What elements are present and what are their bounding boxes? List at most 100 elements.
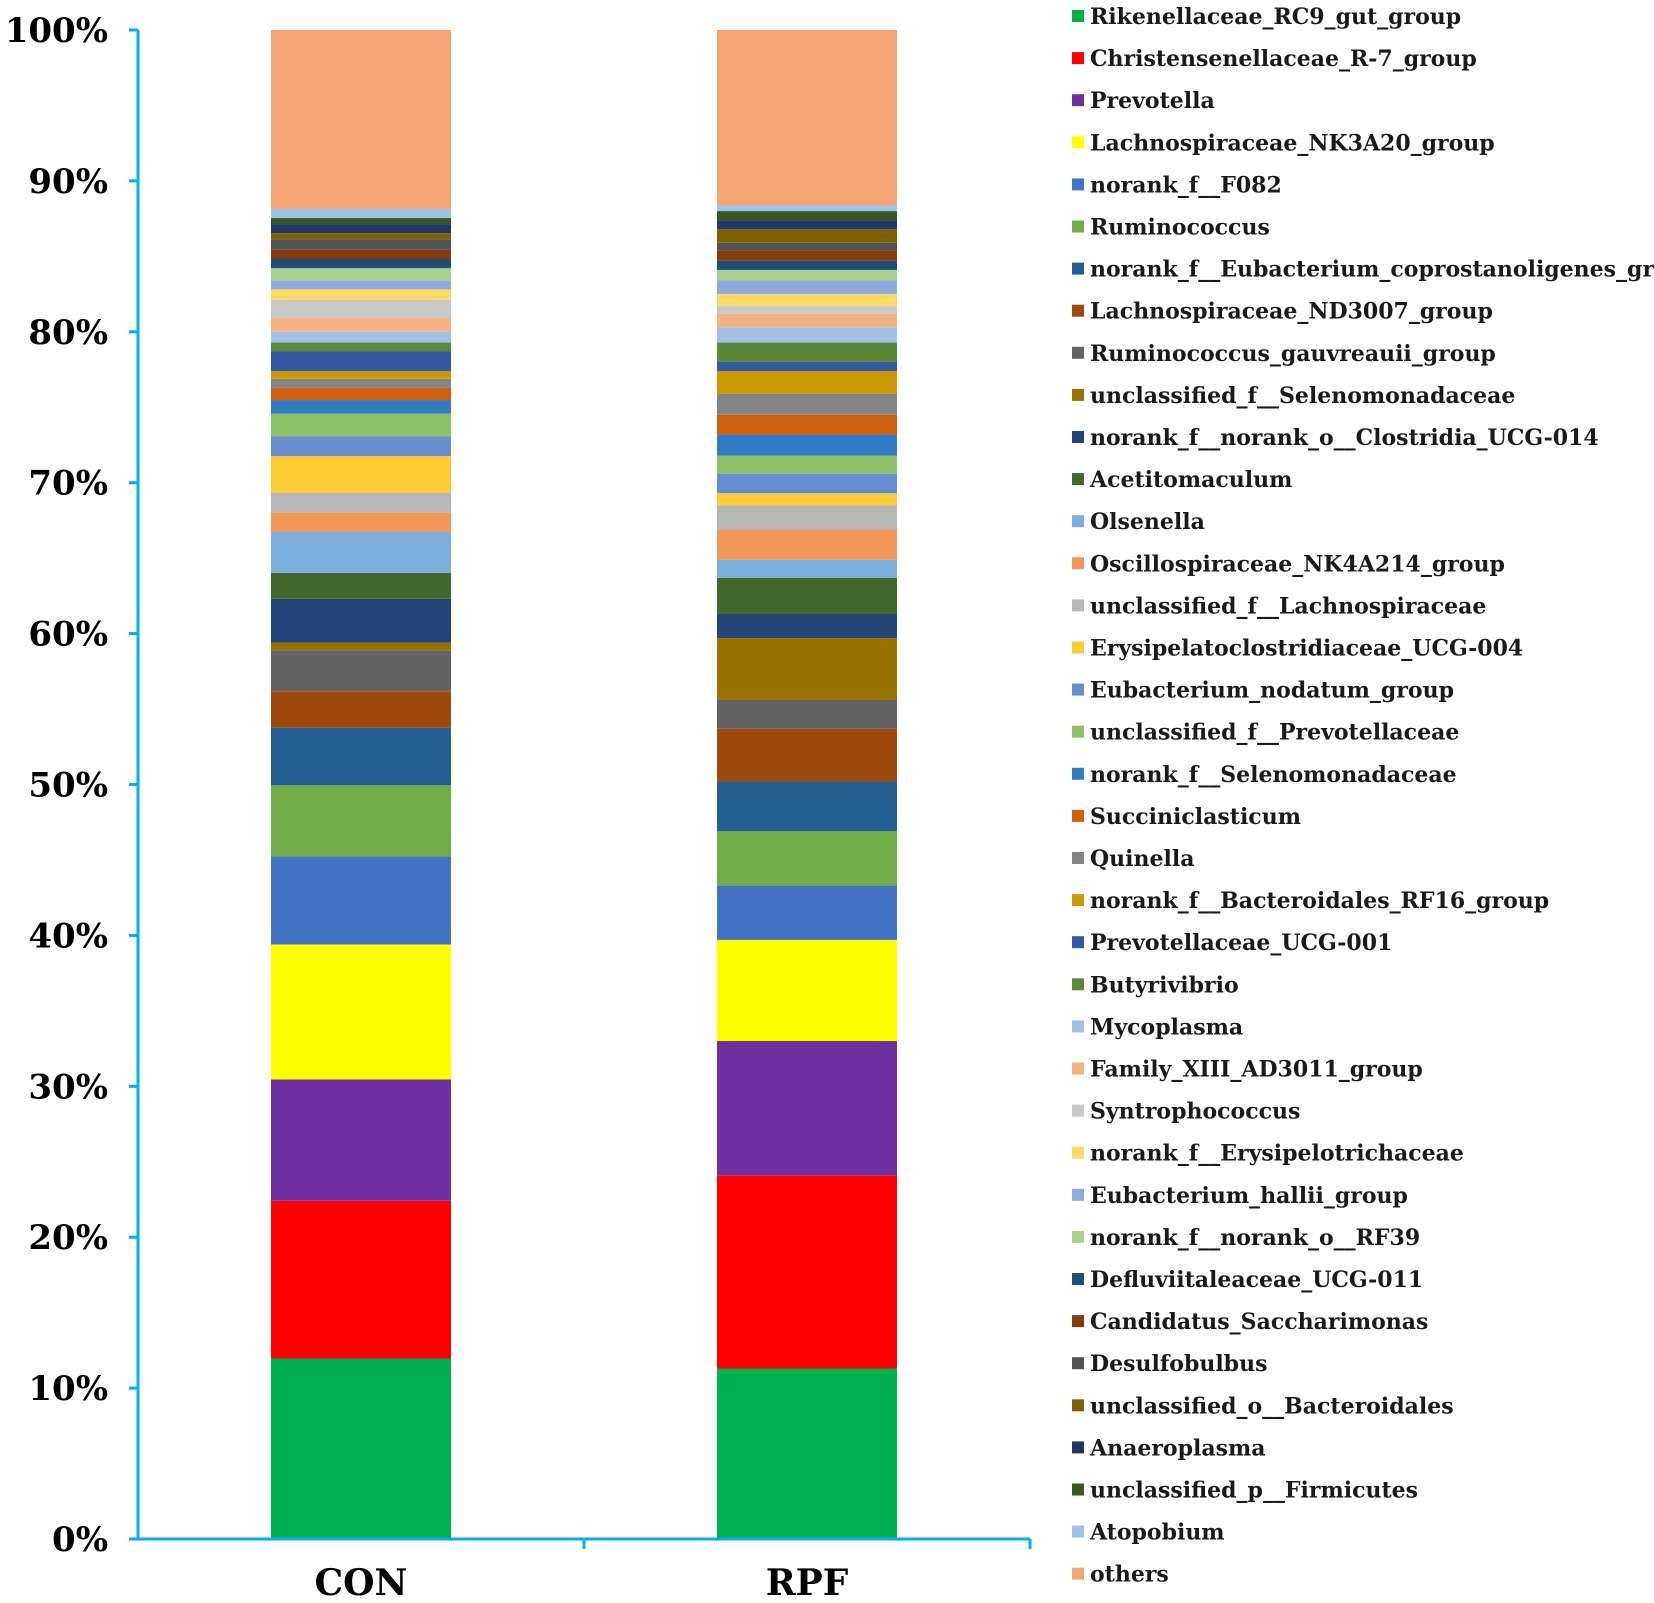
legend-label: unclassified_f__Prevotellaceae [1090, 720, 1459, 746]
legend-swatch [1072, 936, 1084, 949]
legend-label: Butyrivibrio [1090, 972, 1239, 998]
y-tick-label: 20% [28, 1218, 108, 1258]
bar-segment [271, 342, 451, 352]
bar-segment [271, 1079, 451, 1201]
bar-segment [717, 211, 897, 221]
bar-segment [271, 598, 451, 643]
legend-swatch [1072, 178, 1084, 191]
bar-segment [271, 456, 451, 493]
bar-segment [271, 233, 451, 240]
legend-label: Erysipelatoclostridiaceae_UCG-004 [1090, 636, 1523, 662]
legend-swatch [1072, 1146, 1084, 1159]
legend-swatch [1072, 1188, 1084, 1201]
y-tick-label: 10% [28, 1369, 108, 1409]
bar-segment [717, 455, 897, 474]
bar-segment [271, 249, 451, 260]
bar-segment [717, 260, 897, 270]
legend-label: Family_XIII_AD3011_group [1090, 1057, 1423, 1083]
bar-segment [717, 505, 897, 530]
legend-label: Quinella [1090, 846, 1194, 872]
legend-swatch [1072, 10, 1084, 22]
bar-segment [271, 318, 451, 332]
bar-segment [717, 781, 897, 832]
bars-group [271, 30, 897, 1539]
legend-label: Desulfobulbus [1090, 1351, 1267, 1377]
bar-segment [717, 205, 897, 212]
bar-segment [271, 371, 451, 379]
legend-swatch [1072, 894, 1084, 907]
bar-segment [271, 572, 451, 599]
legend-swatch [1072, 346, 1084, 359]
legend-swatch [1072, 515, 1084, 528]
legend-label: Lachnospiraceae_ND3007_group [1090, 299, 1493, 325]
legend-label: Candidatus_Saccharimonas [1090, 1309, 1428, 1335]
bar-segment [717, 294, 897, 307]
bar-segment [271, 208, 451, 219]
bar-segment [271, 944, 451, 1080]
legend-swatch [1072, 725, 1084, 738]
legend-swatch [1072, 852, 1084, 864]
bar-segment [717, 414, 897, 435]
bar-segment [717, 885, 897, 940]
bar-segment [271, 512, 451, 532]
legend-swatch [1072, 1357, 1084, 1370]
legend-swatch [1072, 978, 1084, 991]
bar-segment [271, 378, 451, 388]
bar-segment [717, 361, 897, 372]
legend-label: Ruminococcus [1090, 215, 1270, 241]
legend-swatch [1072, 599, 1084, 612]
legend-swatch [1072, 1020, 1084, 1033]
y-tick-label: 0% [52, 1520, 108, 1560]
bar-segment [271, 331, 451, 343]
bar-segment [271, 1358, 451, 1539]
legend-label: others [1090, 1562, 1169, 1588]
bar-segment [717, 393, 897, 415]
legend-swatch [1072, 1315, 1084, 1328]
bar-segment [271, 436, 451, 457]
y-tick-label: 40% [28, 916, 108, 956]
bar-segment [717, 699, 897, 729]
legend-label: Syntrophococcus [1090, 1099, 1300, 1125]
bar-segment [271, 691, 451, 728]
bar-segment [717, 1368, 897, 1539]
legend-swatch [1072, 94, 1084, 107]
bar-segment [717, 613, 897, 639]
bar-segment [271, 289, 451, 300]
bar-segment [717, 939, 897, 1042]
bar-segment [717, 493, 897, 506]
bar-segment [717, 473, 897, 494]
legend-label: Christensenellaceae_R-7_group [1090, 46, 1477, 72]
legend-swatch [1072, 557, 1084, 570]
bar-segment [271, 492, 451, 513]
legend-label: Defluviitaleaceae_UCG-011 [1090, 1267, 1423, 1293]
bar-segment [271, 268, 451, 281]
bar-segment [271, 259, 451, 269]
legend-swatch [1072, 683, 1084, 696]
legend-label: Prevotellaceae_UCG-001 [1090, 930, 1392, 956]
legend-swatch [1072, 1273, 1084, 1285]
legend-label: Eubacterium_nodatum_group [1090, 678, 1454, 704]
bar-segment [271, 239, 451, 250]
legend-swatch [1072, 767, 1084, 780]
bar-segment [271, 650, 451, 692]
bar-segment [717, 242, 897, 251]
bar-segment [717, 577, 897, 614]
legend-swatch [1072, 388, 1084, 401]
legend-swatch [1072, 220, 1084, 233]
y-tick-label: 50% [28, 766, 108, 806]
bar-segment [271, 299, 451, 319]
bar-segment [271, 413, 451, 437]
legend-label: unclassified_f__Lachnospiraceae [1090, 593, 1486, 619]
legend-swatch [1072, 431, 1084, 443]
bar-segment [271, 280, 451, 290]
legend-swatch [1072, 641, 1084, 654]
bar-segment [271, 30, 451, 209]
bar-segment [717, 229, 897, 243]
legend-swatch [1072, 136, 1084, 149]
bar-segment [271, 531, 451, 573]
legend-swatch [1072, 1525, 1084, 1538]
y-tick-label: 70% [28, 464, 108, 504]
y-tick-label: 100% [5, 11, 108, 51]
bar-segment [717, 529, 897, 560]
